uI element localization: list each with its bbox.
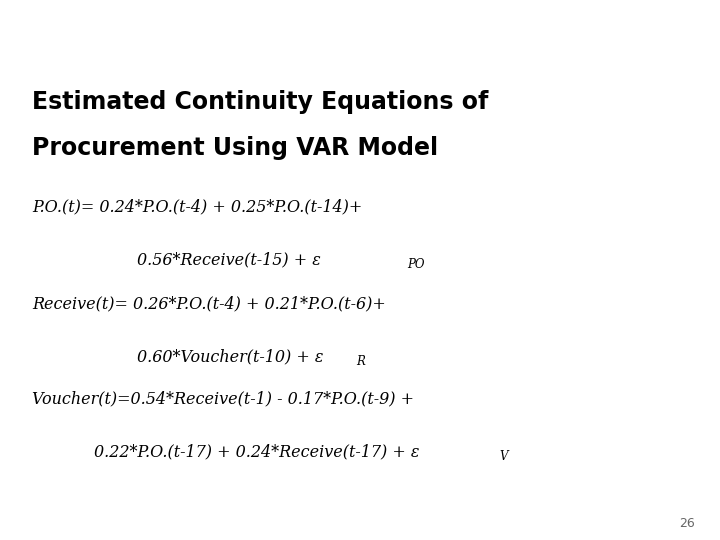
- Text: Voucher(t)=0.54*Receive(t-1) - 0.17*P.O.(t-9) +: Voucher(t)=0.54*Receive(t-1) - 0.17*P.O.…: [32, 390, 415, 407]
- Text: Receive(t)= 0.26*P.O.(t-4) + 0.21*P.O.(t-6)+: Receive(t)= 0.26*P.O.(t-4) + 0.21*P.O.(t…: [32, 295, 386, 312]
- Text: 0.22*P.O.(t-17) + 0.24*Receive(t-17) + ε: 0.22*P.O.(t-17) + 0.24*Receive(t-17) + ε: [94, 443, 419, 460]
- Text: PO: PO: [407, 258, 424, 272]
- Text: Continuous Audit and Reporting Laboratory: Continuous Audit and Reporting Laborator…: [338, 22, 713, 37]
- Text: P.O.(t)= 0.24*P.O.(t-4) + 0.25*P.O.(t-14)+: P.O.(t)= 0.24*P.O.(t-4) + 0.25*P.O.(t-14…: [32, 198, 363, 215]
- Text: 0.56*Receive(t-15) + ε: 0.56*Receive(t-15) + ε: [137, 252, 320, 268]
- Text: Estimated Continuity Equations of: Estimated Continuity Equations of: [32, 90, 489, 114]
- Text: Newark and New Brunswick: Newark and New Brunswick: [12, 64, 138, 73]
- Text: R: R: [356, 355, 364, 368]
- Text: Procurement Using VAR Model: Procurement Using VAR Model: [32, 136, 438, 160]
- Text: RUTGERS: RUTGERS: [12, 9, 168, 36]
- Text: 0.60*Voucher(t-10) + ε: 0.60*Voucher(t-10) + ε: [137, 348, 323, 366]
- Text: 26: 26: [679, 517, 695, 530]
- Text: Rutgers Business School: Rutgers Business School: [12, 47, 123, 56]
- Text: V: V: [499, 450, 508, 463]
